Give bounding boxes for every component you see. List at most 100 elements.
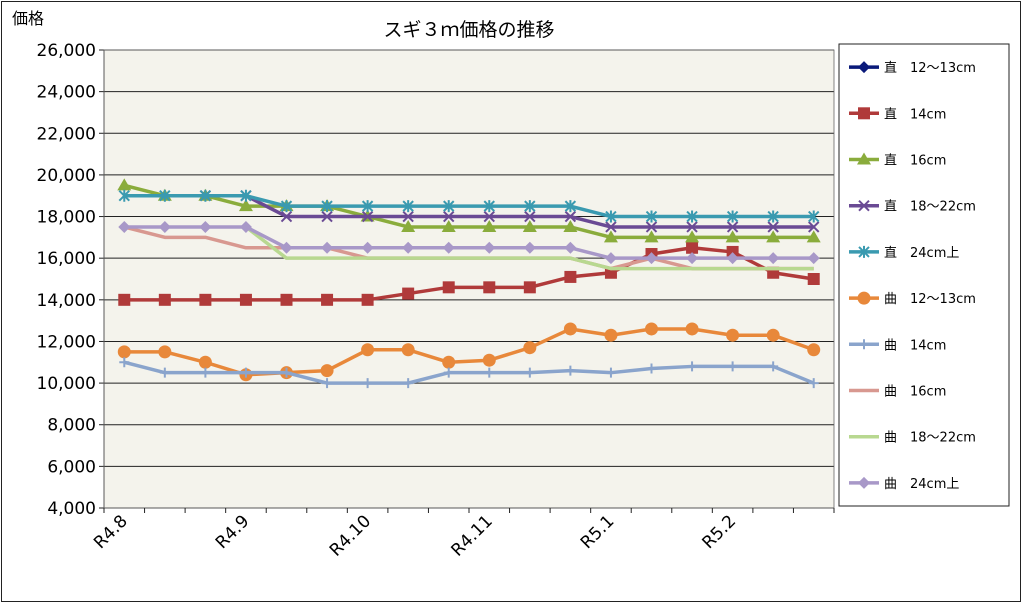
data-point	[159, 367, 170, 378]
data-point	[483, 210, 495, 223]
series-7	[119, 357, 819, 389]
data-point	[686, 252, 699, 265]
legend-label: 直 24cm上	[884, 246, 959, 261]
data-point	[280, 241, 293, 254]
data-point	[361, 293, 374, 306]
data-point	[726, 221, 739, 233]
data-point	[199, 220, 212, 233]
data-point	[118, 293, 131, 306]
data-point	[281, 367, 292, 378]
legend-label: 曲 12～13cm	[884, 292, 976, 307]
data-point	[604, 252, 617, 265]
series-5	[118, 189, 820, 223]
data-point	[646, 363, 657, 374]
legend-label: 曲 24cm上	[884, 477, 959, 492]
data-point	[857, 291, 871, 305]
data-point	[238, 199, 253, 212]
data-point	[726, 210, 739, 223]
data-point	[645, 221, 658, 233]
data-point	[523, 281, 536, 294]
legend-item: 曲 18～22cm	[849, 431, 976, 446]
data-point	[280, 210, 293, 223]
data-point	[726, 328, 740, 342]
legend-item: 直 24cm上	[849, 246, 959, 261]
data-point	[402, 287, 415, 300]
legend-item: 直 18～22cm	[849, 200, 976, 215]
series-10	[118, 220, 820, 265]
data-point	[321, 200, 333, 213]
y-tick-label: 8,000	[47, 416, 96, 436]
legend-label: 曲 14cm	[884, 338, 946, 353]
x-tick-label: R5.2	[699, 511, 741, 553]
data-point	[200, 367, 211, 378]
y-tick-label: 18,000	[37, 208, 96, 228]
data-point	[239, 220, 252, 233]
data-point	[442, 241, 455, 254]
data-point	[239, 293, 252, 306]
data-point	[808, 378, 819, 389]
data-point	[766, 328, 780, 342]
data-point	[240, 367, 251, 378]
legend-item: 曲 12～13cm	[849, 291, 976, 307]
data-point	[442, 281, 455, 294]
data-point	[280, 200, 293, 213]
x-tick-label: R4.8	[90, 511, 132, 553]
data-point	[767, 252, 780, 265]
data-point	[807, 273, 820, 285]
legend-item: 曲 24cm上	[849, 476, 959, 492]
data-point	[524, 210, 536, 223]
data-point	[564, 241, 577, 254]
x-tick-label: R4.10	[326, 511, 375, 560]
data-point	[687, 361, 698, 372]
data-point	[117, 178, 132, 191]
data-point	[685, 230, 700, 243]
data-point	[726, 245, 739, 258]
data-point	[119, 357, 130, 368]
x-tick-label: R4.11	[448, 511, 497, 560]
series-line	[244, 225, 814, 271]
data-point	[564, 210, 577, 223]
data-point	[806, 230, 821, 243]
data-point	[361, 241, 374, 254]
data-point	[524, 200, 536, 213]
data-point	[322, 378, 333, 389]
data-point	[767, 221, 779, 233]
data-point	[159, 189, 171, 202]
y-tick-label: 22,000	[37, 124, 96, 144]
data-point	[859, 339, 869, 350]
data-point	[483, 200, 495, 213]
data-point	[443, 210, 455, 223]
data-point	[686, 221, 698, 233]
y-tick-label: 4,000	[47, 499, 96, 519]
data-point	[725, 230, 740, 243]
data-point	[484, 367, 495, 378]
data-point	[523, 241, 536, 254]
data-point	[767, 210, 779, 223]
data-point	[564, 200, 577, 213]
legend-label: 直 16cm	[884, 154, 946, 169]
legend	[838, 43, 1010, 507]
plot-area	[104, 50, 834, 508]
chart-title: スギ３ｍ価格の推移	[383, 19, 554, 41]
y-tick-label: 14,000	[37, 291, 96, 311]
data-point	[645, 252, 658, 265]
data-point	[858, 245, 870, 258]
data-point	[808, 221, 820, 233]
data-point	[686, 241, 699, 254]
y-tick-label: 26,000	[37, 41, 96, 61]
data-point	[766, 230, 781, 243]
data-point	[685, 322, 699, 336]
data-point	[563, 322, 577, 336]
series-line	[124, 193, 814, 219]
data-point	[563, 219, 578, 232]
legend-label: 直 12～13cm	[884, 61, 976, 76]
legend-label: 直 14cm	[884, 107, 946, 122]
data-point	[686, 210, 698, 223]
data-point	[441, 219, 456, 232]
series-9	[244, 225, 814, 271]
data-point	[362, 378, 373, 389]
data-point	[644, 230, 659, 243]
x-tick-label: R5.1	[577, 511, 619, 553]
data-point	[158, 293, 171, 306]
